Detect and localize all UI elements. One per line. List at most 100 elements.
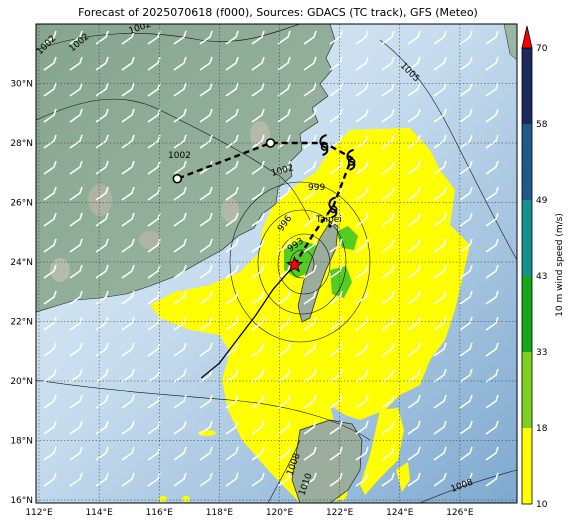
wind-barb xyxy=(225,290,239,305)
wind-barb xyxy=(381,56,395,71)
wind-barb xyxy=(199,186,213,201)
wind-barb xyxy=(381,316,395,331)
wind-barb xyxy=(355,238,369,253)
wind-barb xyxy=(43,134,57,149)
korea-island-edge xyxy=(503,24,517,61)
wind-barb xyxy=(407,420,421,435)
wind-barb xyxy=(433,186,447,201)
wind-barb xyxy=(381,160,395,175)
wind-barb xyxy=(355,290,369,305)
lon-tick-label: 118°E xyxy=(206,508,234,518)
wind-barb xyxy=(433,290,447,305)
wind-barb xyxy=(277,264,291,279)
wind-barb xyxy=(277,238,291,253)
wind-barb xyxy=(225,472,239,487)
wind-barb xyxy=(251,446,265,461)
wind-barb xyxy=(251,472,265,487)
wind-barb xyxy=(251,108,265,123)
wind-barb xyxy=(173,160,187,175)
wind-barb xyxy=(121,134,135,149)
wind-barb xyxy=(251,368,265,383)
wind-barb xyxy=(459,186,473,201)
wind-barb xyxy=(199,446,213,461)
wind-barb xyxy=(251,342,265,357)
wind-barb xyxy=(121,394,135,409)
wind-barb xyxy=(459,264,473,279)
wind-barb xyxy=(43,342,57,357)
wind-barb xyxy=(121,316,135,331)
wind-barb xyxy=(43,290,57,305)
wind-barb xyxy=(381,394,395,409)
wind-barb xyxy=(433,108,447,123)
wind-barb xyxy=(381,368,395,383)
isobar-label: 999 xyxy=(308,183,325,193)
mainland-china-landmass xyxy=(36,24,336,313)
wind-barb xyxy=(225,342,239,357)
wind-barb xyxy=(355,264,369,279)
colorbar-tick-label: 43 xyxy=(536,272,547,282)
colorbar-tick-label: 58 xyxy=(536,120,548,130)
wind-barb xyxy=(277,56,291,71)
wind-barb xyxy=(329,238,343,253)
longitude-tick-labels: 112°E 114°E 116°E 118°E 120°E 122°E 124°E 126°E xyxy=(25,508,474,518)
wind-barb xyxy=(43,108,57,123)
wind-barb xyxy=(225,238,239,253)
wind-barb xyxy=(225,212,239,227)
wind-barb xyxy=(459,82,473,97)
wind-barb xyxy=(121,186,135,201)
wind-barb xyxy=(173,472,187,487)
wind-barb xyxy=(381,290,395,305)
wind-barb xyxy=(433,368,447,383)
wind-barb xyxy=(433,30,447,45)
wind-barb xyxy=(173,186,187,201)
isobar-label: 1002 xyxy=(168,151,191,161)
wind-barb xyxy=(173,108,187,123)
wind-barb xyxy=(95,134,109,149)
wind-barb xyxy=(69,368,83,383)
wind-barb xyxy=(173,134,187,149)
wind-barb xyxy=(433,160,447,175)
wind-barb xyxy=(95,368,109,383)
wind-barb xyxy=(329,108,343,123)
wind-barb xyxy=(459,446,473,461)
wind-barb xyxy=(485,160,499,175)
wind-barb xyxy=(303,472,317,487)
wind-field-yellow-spot-2 xyxy=(182,496,190,502)
wind-barb xyxy=(225,264,239,279)
wind-barb xyxy=(355,134,369,149)
wind-barb xyxy=(407,264,421,279)
wind-barb xyxy=(407,134,421,149)
wind-barb xyxy=(43,30,57,45)
wind-barb xyxy=(355,342,369,357)
wind-barb xyxy=(251,238,265,253)
wind-barb xyxy=(69,420,83,435)
wind-barb xyxy=(225,186,239,201)
wind-barb xyxy=(251,56,265,71)
wind-barb xyxy=(121,82,135,97)
wind-barb xyxy=(121,420,135,435)
wind-field-green-3 xyxy=(336,226,358,250)
wind-barb xyxy=(355,368,369,383)
wind-barb xyxy=(329,56,343,71)
wind-barb xyxy=(173,368,187,383)
track-circles xyxy=(172,138,276,184)
wind-barb xyxy=(173,446,187,461)
wind-barb xyxy=(355,82,369,97)
wind-barb xyxy=(303,108,317,123)
wind-barb xyxy=(43,472,57,487)
wind-barb xyxy=(277,186,291,201)
wind-barb xyxy=(277,160,291,175)
wind-barb xyxy=(459,394,473,409)
wind-barb xyxy=(303,316,317,331)
wind-barb xyxy=(199,134,213,149)
storm-center-star xyxy=(285,255,304,273)
hurricane-symbol xyxy=(319,134,329,156)
wind-barb xyxy=(277,472,291,487)
wind-barb xyxy=(277,290,291,305)
wind-barb xyxy=(407,160,421,175)
wind-barb xyxy=(303,420,317,435)
colorbar-tick-label: 33 xyxy=(536,348,547,358)
wind-barb xyxy=(69,316,83,331)
wind-barb xyxy=(225,160,239,175)
colorbar-segment xyxy=(522,276,532,352)
